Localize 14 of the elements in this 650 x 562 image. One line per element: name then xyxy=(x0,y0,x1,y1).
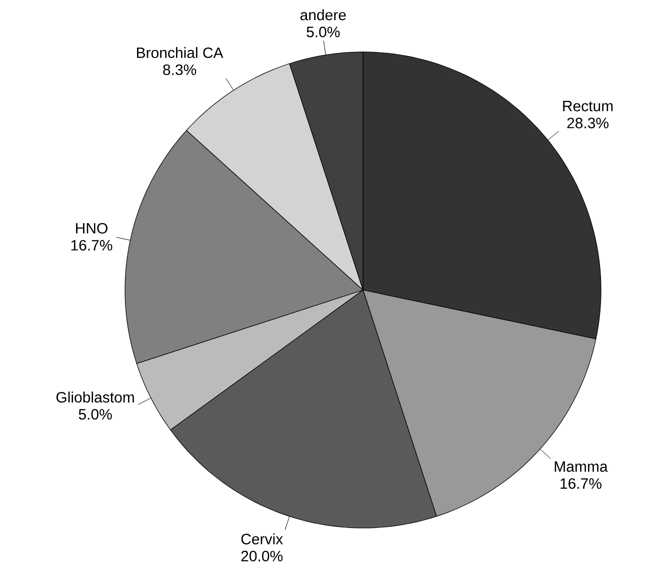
data-label: 20.0% xyxy=(241,550,283,562)
data-label: 16.7% xyxy=(560,478,602,489)
slice-label: Cervix xyxy=(241,533,283,544)
data-label: 5.0% xyxy=(78,408,112,420)
slice-label: Glioblastom xyxy=(56,391,134,402)
data-label: 8.3% xyxy=(163,64,196,75)
slice-label: HNO xyxy=(76,222,108,234)
slice-label: Rectum xyxy=(563,100,613,112)
slice-label: andere xyxy=(300,9,346,20)
data-label: 5.0% xyxy=(306,26,340,38)
data-label: 16.7% xyxy=(71,240,112,250)
data-label: 28.3% xyxy=(567,118,608,128)
slice-label: Mamma xyxy=(554,461,608,472)
slice-label: Bronchial CA xyxy=(137,46,224,58)
